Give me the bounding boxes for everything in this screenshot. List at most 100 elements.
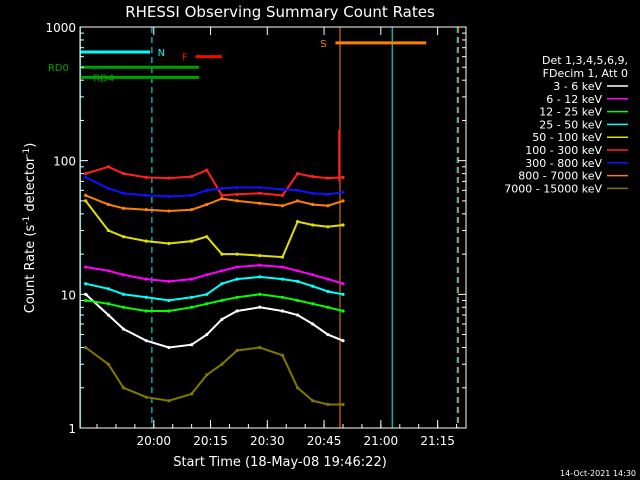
series-point-3-5 [190, 295, 194, 299]
series-point-5-6 [205, 168, 209, 172]
legend-label-3: 25 - 50 keV [539, 118, 602, 131]
series-point-7-0 [84, 193, 88, 197]
series-point-7-2 [121, 206, 126, 210]
series-point-7-1 [106, 202, 110, 207]
series-point-4-14 [341, 223, 345, 227]
series-point-4-2 [121, 235, 126, 239]
series-point-7-11 [295, 199, 300, 203]
series-point-2-14 [341, 309, 345, 313]
y-axis-label-main: Count Rate (s [23, 225, 38, 314]
series-point-4-0 [84, 199, 88, 203]
series-point-3-14 [341, 292, 345, 296]
series-point-5-11 [295, 172, 300, 176]
series-point-6-2 [121, 191, 126, 195]
plot-area: N F S RD0 RD4 [48, 27, 459, 428]
series-point-1-6 [205, 273, 209, 277]
series-point-2-3 [144, 309, 148, 313]
series-point-6-12 [311, 191, 315, 195]
series-point-0-8 [235, 309, 239, 313]
legend-label-8: 7000 - 15000 keV [504, 182, 602, 195]
series-point-1-4 [167, 279, 171, 283]
series-point-2-13 [326, 305, 330, 309]
series-point-5-13 [326, 176, 330, 180]
series-point-1-9 [258, 263, 262, 267]
series-point-3-12 [311, 284, 315, 288]
series-point-8-8 [235, 348, 239, 353]
y-axis-label-mid: detector [23, 156, 38, 216]
series-point-1-11 [295, 269, 300, 273]
series-point-6-14 [341, 190, 345, 194]
series-point-8-12 [311, 399, 315, 403]
series-point-6-0 [84, 175, 88, 179]
series-point-8-0 [84, 345, 88, 350]
series-point-3-2 [121, 292, 126, 296]
legend-label-1: 6 - 12 keV [546, 93, 602, 106]
series-point-4-10 [280, 255, 285, 259]
series-point-1-7 [220, 269, 224, 273]
series-point-8-13 [326, 402, 330, 407]
series-point-8-4 [167, 399, 171, 403]
series-point-5-3 [144, 175, 148, 179]
series-point-1-14 [341, 282, 345, 286]
series-point-2-10 [280, 295, 285, 299]
series-point-4-4 [167, 241, 171, 246]
series-point-0-10 [280, 309, 285, 313]
y-axis-label-end: ) [23, 143, 38, 148]
series-point-1-8 [235, 265, 239, 269]
series-point-6-5 [190, 193, 194, 197]
series-point-2-8 [235, 295, 239, 299]
series-point-8-2 [121, 386, 126, 390]
series-point-1-5 [190, 277, 194, 281]
series-point-4-5 [190, 239, 194, 243]
series-point-8-11 [295, 386, 300, 390]
legend-label-2: 12 - 25 keV [539, 106, 602, 119]
series-point-8-5 [190, 392, 194, 396]
series-point-7-13 [326, 204, 330, 208]
series-point-6-13 [326, 192, 330, 196]
series-point-5-9 [258, 191, 262, 195]
state-bar-label-1: F [182, 53, 188, 64]
series-point-1-3 [144, 277, 148, 281]
y-tick-label-1: 10 [61, 288, 76, 302]
series-point-6-9 [258, 185, 262, 190]
series-point-0-12 [311, 322, 315, 326]
series-point-7-8 [235, 199, 239, 203]
legend-label-6: 300 - 800 keV [525, 157, 602, 170]
series-point-7-7 [220, 197, 224, 201]
series-point-6-3 [144, 193, 148, 197]
series-point-0-2 [121, 327, 126, 331]
plot-frame [79, 26, 467, 429]
series-point-5-1 [106, 165, 110, 169]
state-bar-label-3: RD0 [48, 63, 69, 74]
series-point-3-6 [205, 292, 209, 296]
series-point-6-11 [295, 188, 300, 192]
series-point-3-1 [106, 287, 110, 291]
legend-header-0: Det 1,3,4,5,6,9, [542, 54, 628, 67]
x-axis-label: Start Time (18-May-08 19:46:22) [173, 455, 387, 470]
series-point-4-13 [326, 225, 330, 229]
series-point-8-10 [280, 353, 285, 357]
series-point-6-1 [106, 186, 110, 191]
series-point-8-14 [341, 402, 345, 407]
series-point-6-8 [235, 185, 239, 190]
series-point-5-10 [280, 193, 285, 197]
series-point-3-3 [144, 295, 148, 299]
series-point-4-12 [311, 223, 315, 227]
state-bar-label-0: N [158, 48, 165, 59]
chart-title: RHESSI Observing Summary Count Rates [125, 3, 435, 21]
state-bar-label-4: RD4 [93, 73, 114, 84]
y-tick-label-2: 100 [53, 155, 76, 169]
series-point-3-9 [258, 275, 262, 279]
series-point-7-12 [311, 202, 315, 207]
state-bar-label-2: S [320, 39, 326, 50]
series-point-4-3 [144, 239, 148, 243]
series-point-6-10 [280, 187, 285, 191]
series-point-0-6 [205, 332, 209, 337]
series-point-4-9 [258, 253, 262, 258]
series-point-2-9 [258, 292, 262, 296]
x-tick-label-0: 20:00 [136, 434, 171, 448]
series-point-0-7 [220, 317, 224, 321]
series-point-1-12 [311, 273, 315, 277]
x-tick-label-5: 21:15 [420, 434, 455, 448]
series-point-3-4 [167, 298, 171, 303]
